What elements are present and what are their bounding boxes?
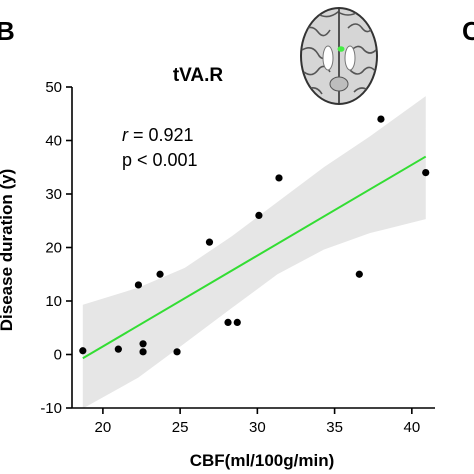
data-point-15 — [422, 169, 430, 177]
data-point-8 — [205, 238, 214, 246]
panel-letter-c: C — [462, 16, 474, 46]
panel-letter-b: B — [0, 16, 15, 46]
data-point-12 — [275, 174, 283, 182]
confidence-band — [82, 96, 426, 409]
data-point-6 — [156, 270, 164, 278]
y-tick-label-10: 10 — [45, 293, 62, 310]
data-points — [79, 115, 430, 356]
y-tick-label--10: -10 — [40, 400, 62, 417]
axes — [66, 86, 435, 414]
p-value-stat: p < 0.001 — [122, 150, 198, 170]
data-point-14 — [377, 115, 385, 123]
data-point-5 — [139, 348, 147, 356]
data-point-10 — [233, 318, 241, 326]
y-axis-label: Disease duration (y) — [0, 169, 16, 332]
x-tick-label-25: 25 — [172, 419, 189, 436]
r-symbol: r — [122, 125, 129, 145]
data-point-3 — [134, 281, 143, 289]
regression-line — [82, 155, 427, 360]
axial-brain-slice-icon — [300, 7, 378, 105]
x-tick-label-30: 30 — [249, 419, 266, 436]
y-tick-label-20: 20 — [45, 240, 62, 257]
data-point-11 — [255, 211, 263, 219]
y-tick-label-30: 30 — [45, 186, 62, 203]
x-axis-label: CBF(ml/100g/min) — [190, 451, 335, 470]
correlation-stat: r = 0.921 — [122, 125, 194, 145]
data-point-4 — [139, 340, 147, 348]
y-tick-label-50: 50 — [45, 79, 62, 96]
brain-highlight-dot — [337, 46, 345, 52]
r-value: = 0.921 — [128, 125, 194, 145]
x-tick-label-20: 20 — [95, 419, 112, 436]
y-tick-label-40: 40 — [45, 133, 62, 150]
data-point-2 — [114, 345, 122, 353]
tick-labels: -10 0 10 20 30 40 50 20 25 30 35 40 — [40, 79, 420, 436]
data-point-7 — [173, 348, 181, 356]
data-point-9 — [224, 318, 232, 326]
data-point-13 — [355, 270, 363, 278]
chart-title: tVA.R — [173, 65, 224, 86]
x-tick-label-35: 35 — [326, 419, 343, 436]
x-tick-label-40: 40 — [403, 419, 420, 436]
data-point-1 — [79, 347, 87, 355]
y-tick-label-0: 0 — [54, 347, 62, 364]
